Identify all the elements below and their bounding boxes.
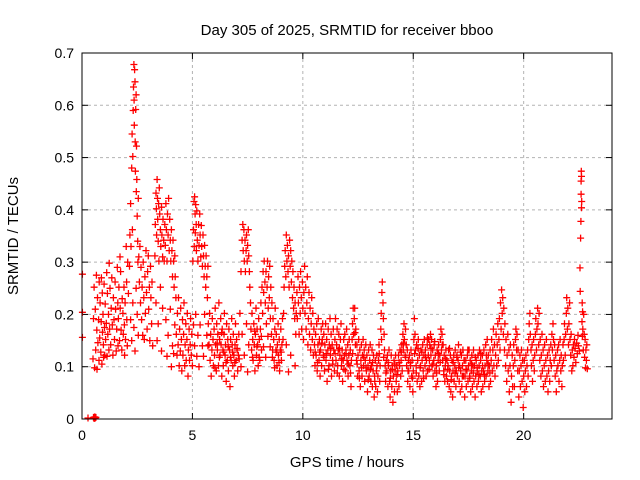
y-tick-label: 0.2 (55, 306, 75, 322)
data-points (78, 61, 591, 422)
y-tick-label: 0 (66, 411, 74, 427)
x-tick-label: 0 (78, 427, 86, 443)
chart-title: Day 305 of 2025, SRMTID for receiver bbo… (201, 22, 494, 39)
scatter-series-srmtid (78, 61, 591, 422)
y-tick-label: 0.6 (55, 97, 75, 113)
y-axis-label: SRMTID / TECUs (5, 177, 22, 295)
x-tick-label: 15 (405, 427, 421, 443)
y-tick-label: 0.5 (55, 150, 75, 166)
x-tick-label: 10 (295, 427, 311, 443)
x-axis-label: GPS time / hours (290, 454, 404, 471)
y-tick-label: 0.4 (55, 202, 75, 218)
x-tick-label: 5 (189, 427, 197, 443)
y-tick-label: 0.1 (55, 359, 75, 375)
tick-labels: 0 5 10 15 20 0 0.1 0.2 0.3 0.4 0.5 0.6 0.7 (55, 45, 532, 443)
x-tick-label: 20 (516, 427, 532, 443)
y-tick-label: 0.7 (55, 45, 75, 61)
gridlines (82, 53, 612, 419)
y-tick-label: 0.3 (55, 254, 75, 270)
plot-border (81, 52, 613, 420)
